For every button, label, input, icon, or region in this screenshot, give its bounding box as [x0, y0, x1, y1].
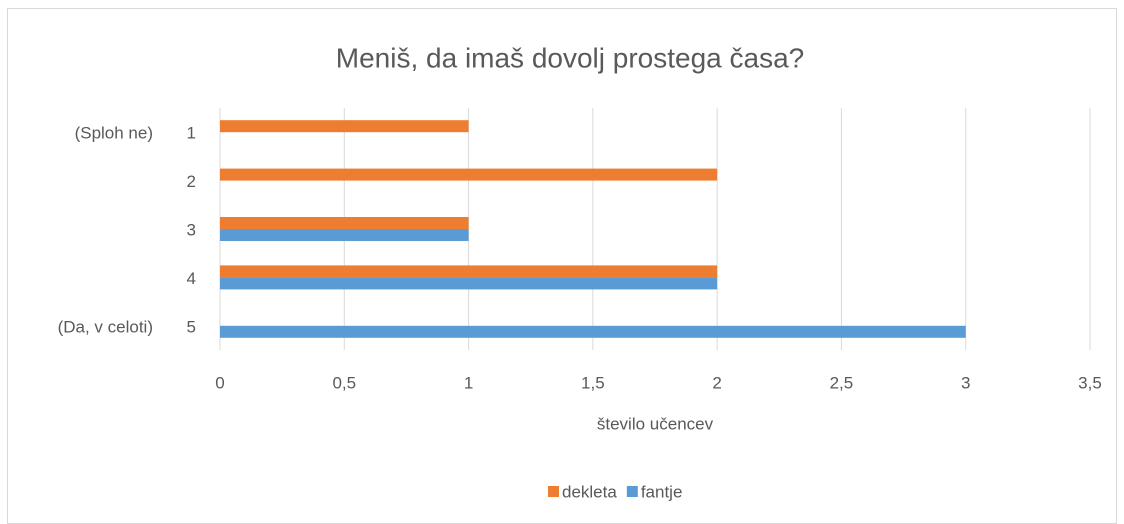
- bar: [220, 229, 469, 241]
- bar: [220, 120, 469, 133]
- x-axis-title: število učencev: [597, 414, 714, 433]
- x-tick-label: 0,5: [332, 373, 356, 392]
- legend-label: dekleta: [562, 482, 617, 501]
- y-tick-label: 4: [187, 269, 196, 288]
- y-tick-label: 2: [187, 172, 196, 191]
- y-tick-note: (Sploh ne): [75, 124, 153, 143]
- legend-swatch: [626, 486, 638, 497]
- bar: [220, 265, 718, 278]
- legend-swatch: [548, 486, 559, 497]
- x-tick-label: 1: [464, 373, 473, 392]
- chart-title: Meniš, da imaš dovolj prostega časa?: [336, 42, 804, 73]
- x-tick-label: 3,5: [1078, 373, 1102, 392]
- y-tick-label: 1: [187, 124, 196, 143]
- x-tick-label: 2: [712, 373, 721, 392]
- bar: [220, 168, 718, 181]
- y-tick-note: (Da, v celoti): [58, 317, 153, 336]
- x-tick-label: 1,5: [581, 373, 605, 392]
- y-tick-label: 5: [187, 317, 196, 336]
- x-tick-label: 3: [961, 373, 970, 392]
- bar: [220, 325, 966, 338]
- y-tick-label: 3: [187, 220, 196, 239]
- x-tick-label: 0: [215, 373, 224, 392]
- legend-label: fantje: [641, 482, 683, 501]
- bar: [220, 217, 469, 229]
- bar: [220, 277, 718, 290]
- x-tick-label: 2,5: [830, 373, 854, 392]
